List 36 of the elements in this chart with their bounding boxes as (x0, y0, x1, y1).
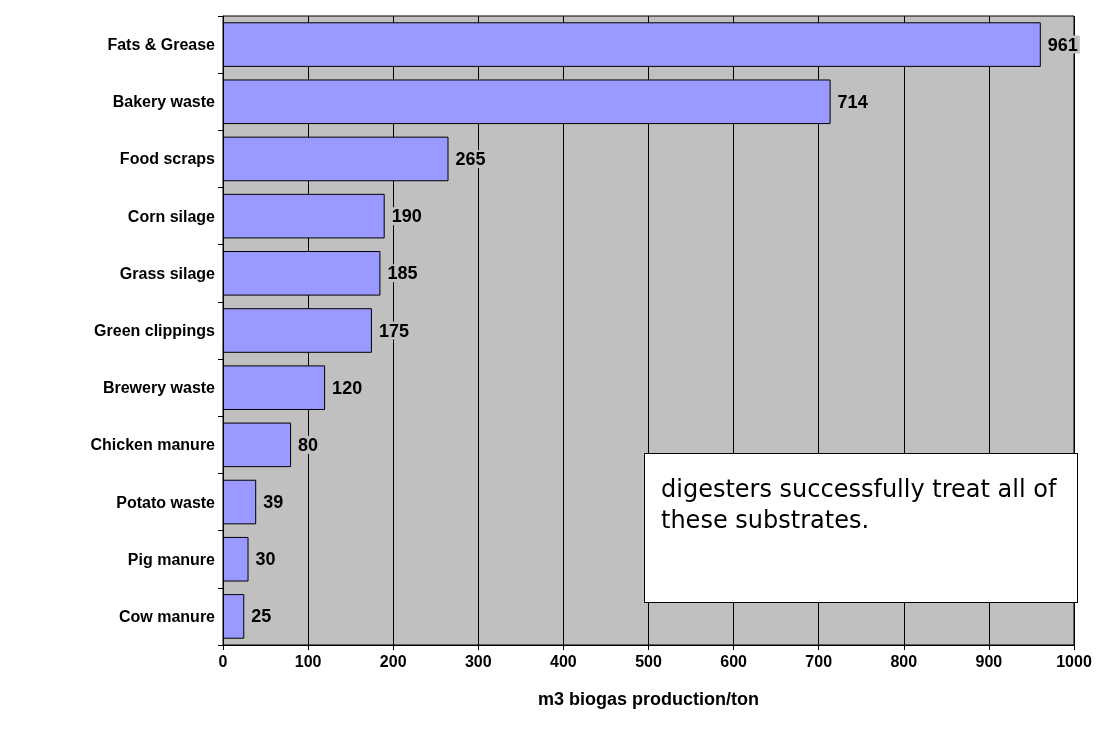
y-tick-label: Green clippings (94, 322, 216, 339)
data-label: 120 (332, 377, 363, 398)
x-tick-label: 1000 (1056, 652, 1092, 670)
x-tick-label: 500 (635, 652, 662, 670)
x-tick-label: 100 (294, 652, 322, 670)
x-tick-label: 0 (218, 652, 228, 670)
data-label: 39 (263, 492, 284, 513)
data-label: 714 (837, 91, 868, 112)
y-tick-label: Cow manure (118, 607, 216, 625)
y-tick-label: Grass silage (119, 264, 216, 282)
x-axis-title: m3 biogas production/ton (538, 689, 759, 709)
data-label: 175 (378, 320, 409, 341)
x-tick-label: 200 (379, 652, 407, 670)
note-box: digesters successfully treat all of these substrates. (644, 453, 1078, 603)
data-label: 80 (298, 434, 319, 455)
y-tick-label: Fats & Grease (107, 36, 216, 54)
x-tick-label: 600 (720, 652, 748, 670)
data-label: 265 (455, 148, 486, 169)
y-tick-label: Potato waste (116, 493, 216, 511)
annotation: digesters successfully treat all of these substrates. (661, 475, 1057, 534)
y-tick-label: Brewery waste (102, 379, 216, 397)
x-tick-label: 700 (805, 652, 833, 670)
data-label: 25 (251, 606, 272, 627)
x-tick-label: 400 (550, 652, 577, 670)
data-label: 30 (255, 549, 276, 570)
y-tick-label: Corn silage (127, 207, 216, 225)
data-label: 190 (391, 206, 422, 227)
x-tick-label: 800 (890, 652, 918, 670)
y-tick-label: Bakery waste (112, 93, 216, 111)
data-label: 185 (387, 263, 418, 284)
y-tick-label: Pig manure (127, 550, 216, 568)
x-tick-label: 300 (464, 652, 492, 670)
y-tick-label: Chicken manure (90, 436, 216, 454)
x-tick-label: 900 (975, 652, 1003, 670)
data-label: 961 (1047, 34, 1078, 55)
y-tick-label: Food scraps (119, 150, 216, 168)
